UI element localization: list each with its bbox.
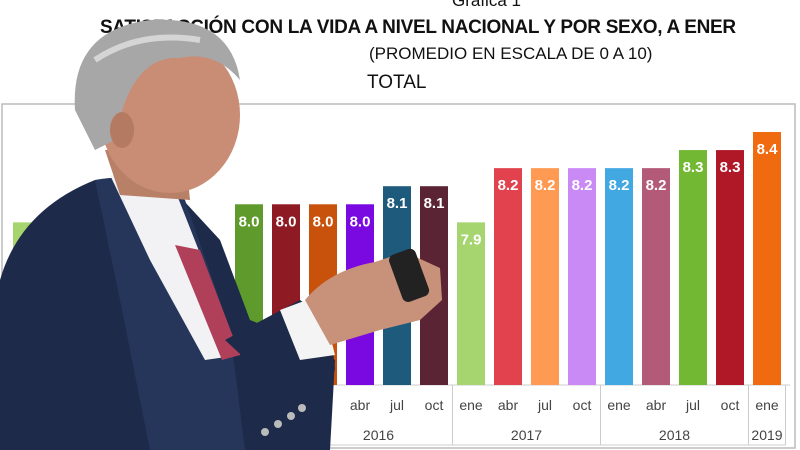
month-tick-label: jul [389,397,404,413]
month-tick-label: ene [607,397,631,413]
chart-subtitle: (PROMEDIO EN ESCALA DE 0 A 10) [369,44,653,63]
panel-label: TOTAL [367,72,427,93]
bar [716,150,744,385]
bar-value-label: 8.3 [683,159,704,176]
month-tick-label: jul [685,397,700,413]
graph-number: Gráfica 1 [452,0,521,10]
bar [568,168,596,385]
year-tick-label: 2019 [751,427,782,443]
bar-value-label: 8.0 [276,213,297,230]
bar-value-label: 8.2 [535,177,556,194]
month-tick-label: ene [459,397,483,413]
year-tick-label: 2018 [659,427,690,443]
month-tick-label: abr [646,397,667,413]
bar-value-label: 8.2 [609,177,630,194]
bar-value-label: 8.2 [498,177,519,194]
bar [531,168,559,385]
bar-value-label: 8.0 [313,213,334,230]
month-tick-label: abr [350,397,371,413]
month-tick-label: abr [498,397,519,413]
bar-value-label: 8.2 [646,177,667,194]
month-tick-label: oct [721,397,740,413]
bar [494,168,522,385]
month-tick-label: oct [425,397,444,413]
month-tick-label: oct [573,397,592,413]
bar [457,222,485,385]
bar [642,168,670,385]
bar-value-label: 8.1 [424,195,445,212]
bar-value-label: 7.9 [461,231,482,248]
bar-value-label: 8.3 [720,159,741,176]
bar [753,132,781,385]
bar-value-label: 8.0 [239,213,260,230]
chart-title: SATISFACCIÓN CON LA VIDA A NIVEL NACIONA… [100,17,736,38]
year-tick-label: 2017 [511,427,542,443]
month-tick-label: jul [537,397,552,413]
bar [605,168,633,385]
bar-value-label: 8.4 [757,141,779,158]
bar-value-label: 8.1 [387,195,408,212]
year-tick-label: 2016 [363,427,394,443]
bar-value-label: 8.2 [572,177,593,194]
bar [679,150,707,385]
bar-value-label: 8.0 [350,213,371,230]
month-tick-label: ene [755,397,779,413]
